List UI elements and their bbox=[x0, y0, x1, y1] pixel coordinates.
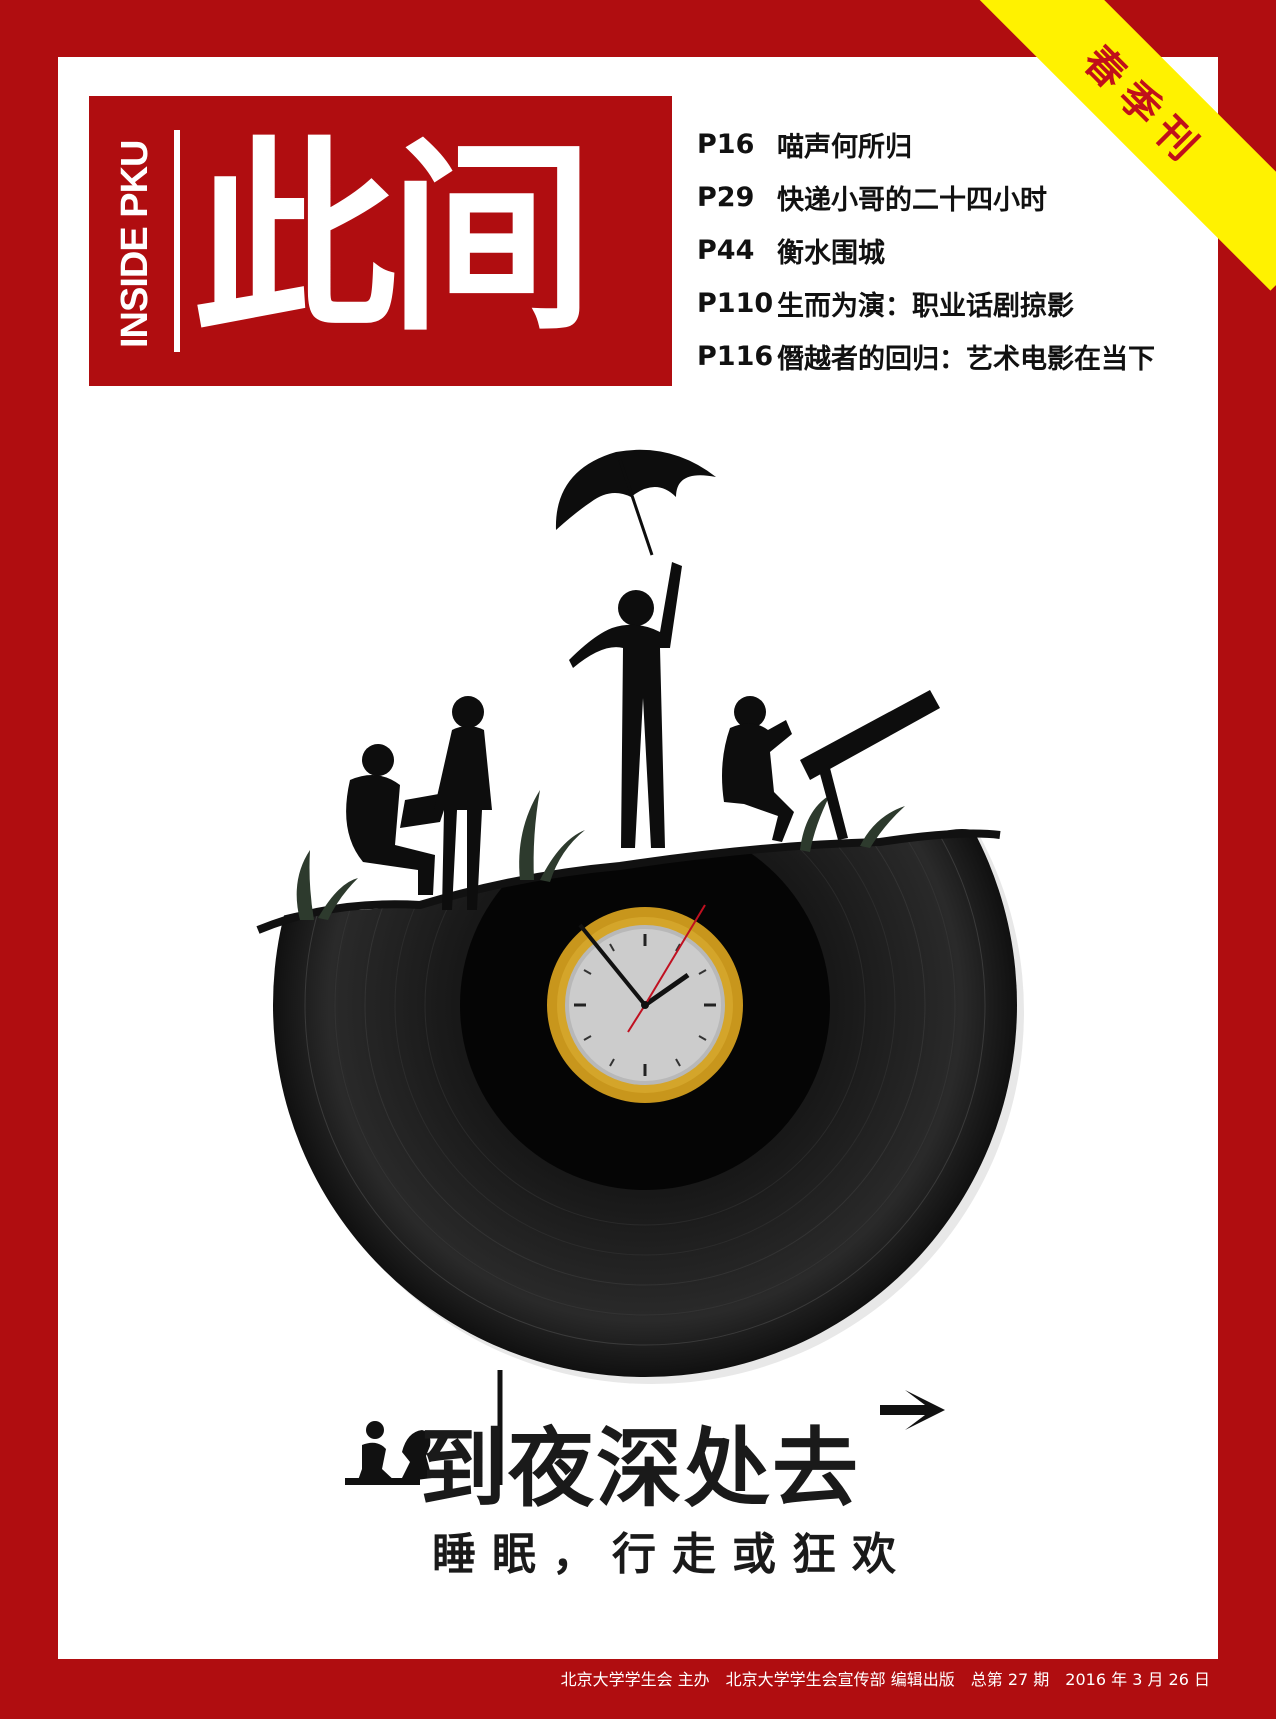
toc-title: 生而为演：职业话剧掠影 bbox=[777, 291, 1074, 322]
cover-subheadline: 睡眠，行走或狂欢 bbox=[432, 1529, 912, 1580]
toc-item: P29 快递小哥的二十四小时 bbox=[697, 171, 1155, 224]
people-silhouettes bbox=[346, 449, 940, 910]
toc-page-number: P116 bbox=[697, 341, 774, 372]
clock-icon bbox=[547, 904, 743, 1103]
toc-page-number: P44 bbox=[697, 235, 755, 266]
toc-title: 快递小哥的二十四小时 bbox=[777, 185, 1047, 216]
toc-item: P16 喵声何所归 bbox=[697, 118, 1155, 171]
toc-item: P110 生而为演：职业话剧掠影 bbox=[697, 277, 1155, 330]
publisher-footer: 北京大学学生会 主办 北京大学学生会宣传部 编辑出版 总第 27 期 2016 … bbox=[560, 1670, 1210, 1689]
toc-page-number: P16 bbox=[697, 129, 755, 160]
toc-item: P116 僭越者的回归：艺术电影在当下 bbox=[697, 330, 1155, 383]
toc-page-number: P110 bbox=[697, 288, 774, 319]
grass-icon bbox=[296, 790, 905, 920]
toc-title: 喵声何所归 bbox=[777, 132, 912, 163]
toc-item: P44 衡水围城 bbox=[697, 224, 1155, 277]
cover-headline: 到夜深处去 bbox=[420, 1418, 860, 1519]
toc-page-number: P29 bbox=[697, 182, 755, 213]
table-of-contents: P16 喵声何所归 P29 快递小哥的二十四小时 P44 衡水围城 P110 生而为演：… bbox=[697, 118, 1155, 383]
toc-title: 衡水围城 bbox=[777, 238, 885, 269]
masthead-divider bbox=[174, 130, 180, 352]
masthead-chinese-title: 此间 bbox=[192, 121, 594, 359]
masthead-block bbox=[89, 96, 672, 386]
headline-arrow-icon bbox=[345, 1370, 945, 1485]
toc-title: 僭越者的回归：艺术电影在当下 bbox=[777, 344, 1155, 375]
